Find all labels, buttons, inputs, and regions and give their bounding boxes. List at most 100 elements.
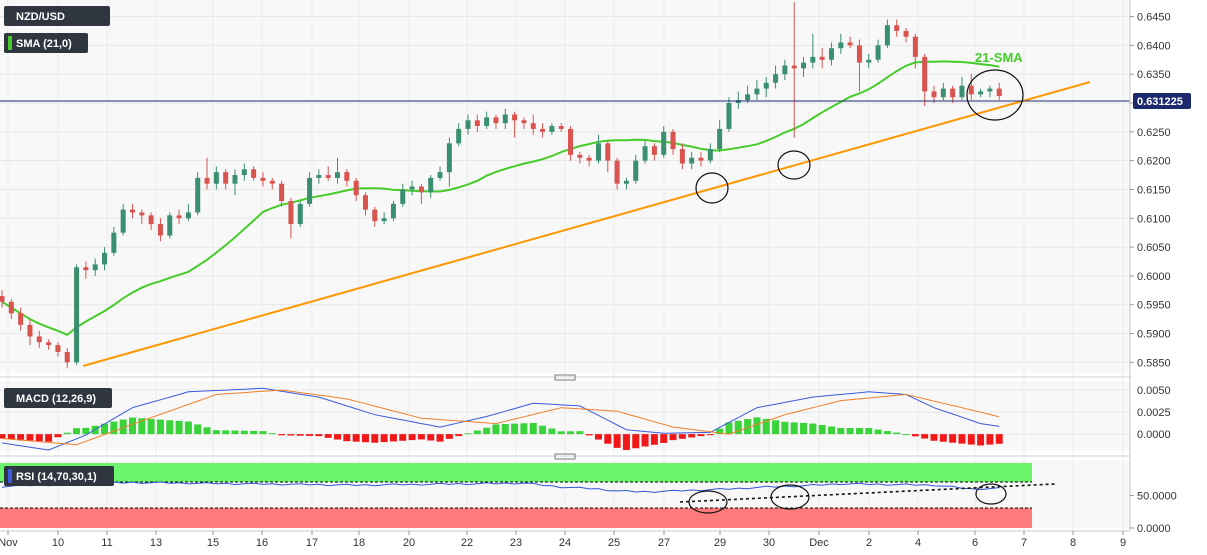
candle-body xyxy=(307,177,313,204)
candle-body xyxy=(120,209,126,233)
macd-hist-bar xyxy=(184,421,192,435)
candle-body xyxy=(959,85,965,98)
candle-body xyxy=(74,267,80,363)
candle-body xyxy=(456,128,462,144)
macd-hist-bar xyxy=(464,433,472,435)
x-tick-label: 9 xyxy=(1120,537,1126,549)
macd-hist-bar xyxy=(203,427,211,435)
macd-hist-bar xyxy=(688,434,696,438)
candle-body xyxy=(353,180,359,196)
macd-hist-bar xyxy=(501,424,509,435)
candle-body xyxy=(670,131,676,150)
candle-body xyxy=(651,146,657,155)
x-tick-label: 15 xyxy=(207,537,219,549)
x-tick-label: 22 xyxy=(461,537,473,549)
macd-hist-bar xyxy=(54,434,62,438)
candle-body xyxy=(316,175,322,178)
candle-body xyxy=(838,42,844,49)
candle-body xyxy=(689,157,695,164)
y-tick-label: 0.6350 xyxy=(1137,69,1171,81)
candle-body xyxy=(46,342,52,346)
macd-hist-bar xyxy=(883,431,891,435)
candle-body xyxy=(847,42,853,46)
macd-hist-bar xyxy=(641,434,649,447)
candle-body xyxy=(390,203,396,219)
macd-hist-bar xyxy=(380,434,388,443)
panel-resize-handle-2[interactable] xyxy=(554,453,576,460)
y-tick-label: 0.6100 xyxy=(1137,213,1171,225)
macd-hist-bar xyxy=(911,434,919,437)
rsi-dotted-trendline xyxy=(679,483,1056,503)
candle-body xyxy=(18,313,24,325)
x-tick-label: 30 xyxy=(763,537,775,549)
candle-body xyxy=(437,172,443,178)
macd-hist-bar xyxy=(697,434,705,437)
macd-hist-bar xyxy=(557,431,565,435)
macd-hist-bar xyxy=(800,422,808,435)
macd-hist-bar xyxy=(995,434,1003,444)
candle-body xyxy=(362,195,368,210)
macd-hist-bar xyxy=(594,434,602,440)
macd-hist-bar xyxy=(539,425,547,435)
y-tick-label: 0.6200 xyxy=(1137,156,1171,168)
candle-body xyxy=(223,172,229,184)
candle-body xyxy=(810,56,816,63)
candle-body xyxy=(111,232,117,253)
macd-hist-bar xyxy=(156,419,164,435)
macd-hist-bar xyxy=(82,427,90,435)
candle-body xyxy=(502,114,508,124)
macd-hist-bar xyxy=(725,422,733,435)
x-tick-label: 2 xyxy=(866,537,872,549)
candle-body xyxy=(558,126,564,129)
macd-hist-bar xyxy=(669,434,677,441)
symbol-label: NZD/USD xyxy=(16,11,65,23)
macd-hist-bar xyxy=(324,434,332,438)
macd-hist-bar xyxy=(958,434,966,444)
macd-hist-bar xyxy=(343,434,351,442)
circle-annotation-3 xyxy=(966,69,1024,121)
macd-line xyxy=(1,387,1000,451)
y-tick-label: 0.6150 xyxy=(1137,184,1171,196)
rsi-label: RSI (14,70,30,1) xyxy=(16,471,97,483)
candle-body xyxy=(325,175,331,178)
macd-hist-bar xyxy=(930,434,938,441)
sma-annotation: 21-SMA xyxy=(975,50,1023,65)
candle-body xyxy=(204,177,210,184)
candle-body xyxy=(269,180,275,184)
macd-hist-bar xyxy=(744,419,752,435)
macd-hist-bar xyxy=(483,427,491,435)
candle-body xyxy=(605,143,611,161)
y-tick-label: 0.6050 xyxy=(1137,242,1171,254)
macd-hist-bar xyxy=(250,430,258,435)
candle-body xyxy=(148,215,154,225)
candle-body xyxy=(241,169,247,176)
y-axis-ticks: 0.5850 0.5900 0.5950 0.6000 0.6050 0.6100 0.61… xyxy=(1130,12,1177,535)
sma-label: SMA (21,0) xyxy=(16,38,72,50)
macd-hist-bar xyxy=(865,427,873,435)
rsi-oversold-zone xyxy=(0,508,1032,528)
macd-hist-bar xyxy=(548,428,556,435)
rsi-circle-annotation-2 xyxy=(770,484,810,510)
circle-annotation-2 xyxy=(777,150,811,180)
macd-hist-bar xyxy=(706,434,714,436)
macd-hist-bar xyxy=(809,423,817,435)
x-tick-label: 27 xyxy=(658,537,670,549)
candle-body xyxy=(707,149,713,161)
candle-body xyxy=(726,102,732,129)
panel-resize-handle-1[interactable] xyxy=(554,374,576,381)
y-tick-label: 0.6250 xyxy=(1137,127,1171,139)
candle-body xyxy=(875,45,881,60)
candle-body xyxy=(409,186,415,190)
candle-body xyxy=(474,120,480,127)
candle-body xyxy=(27,324,33,337)
macd-hist-bar xyxy=(790,422,798,435)
macd-hist-bar xyxy=(417,434,425,440)
candle-body xyxy=(968,85,974,95)
rsi-overbought-zone xyxy=(0,463,1032,482)
candle-body xyxy=(139,212,145,216)
macd-hist-bar xyxy=(650,434,658,445)
candle-body xyxy=(484,117,490,127)
macd-hist-bar xyxy=(511,423,519,435)
macd-hist-bar xyxy=(389,434,397,442)
